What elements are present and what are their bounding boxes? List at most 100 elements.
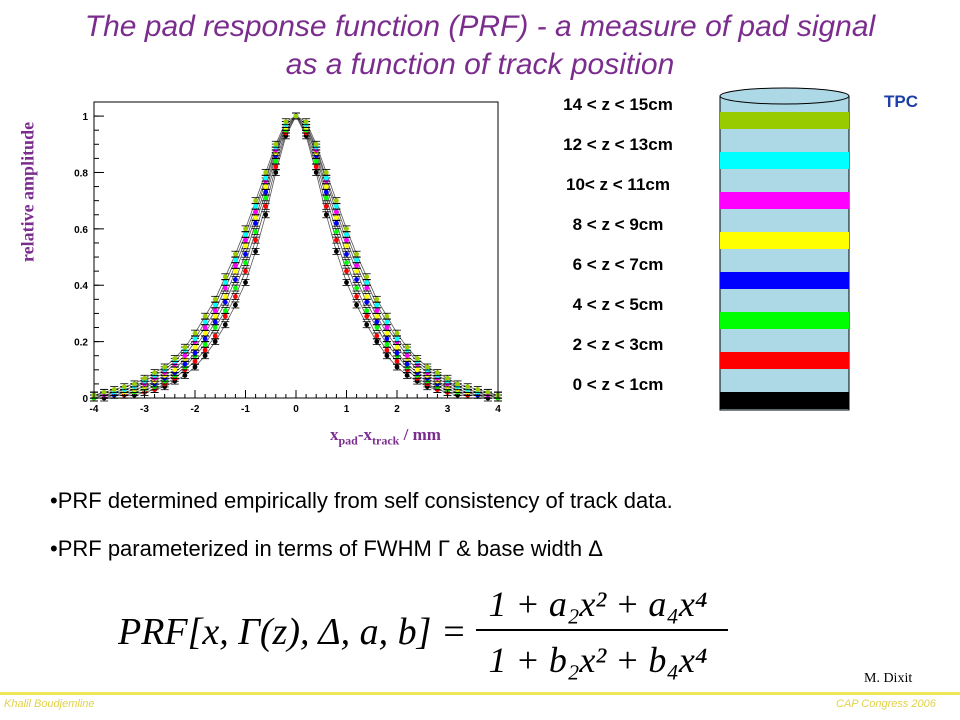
data-point [273, 158, 279, 164]
data-point [233, 294, 238, 299]
y-tick-label: 0.8 [74, 168, 88, 179]
data-point [404, 353, 410, 359]
data-point [323, 203, 329, 209]
data-point [222, 280, 228, 285]
data-point [445, 375, 450, 381]
data-point [253, 198, 258, 204]
data-point [334, 220, 339, 226]
data-point [233, 251, 238, 257]
x-tick-label: 1 [344, 404, 350, 415]
data-point [384, 336, 390, 342]
data-point [334, 237, 339, 243]
data-point [243, 268, 248, 274]
data-point [435, 370, 440, 376]
data-point [263, 184, 269, 189]
x-tick-label: -4 [90, 404, 99, 415]
z-range-label: 0 < z < 1cm [572, 375, 664, 394]
data-point [374, 339, 380, 345]
plot-background [80, 96, 508, 408]
data-point [182, 353, 188, 359]
z-range-label: 10< z < 11cm [566, 175, 670, 194]
data-point [212, 319, 218, 325]
data-point [323, 175, 329, 181]
data-point [233, 285, 238, 291]
data-point [414, 356, 420, 361]
data-point [374, 319, 380, 325]
data-point [344, 226, 349, 232]
data-point [404, 344, 410, 350]
data-point [354, 257, 359, 263]
data-point [263, 195, 269, 201]
data-point [192, 336, 198, 342]
data-point [334, 203, 339, 209]
y-tick-label: 1 [82, 112, 88, 123]
data-point [222, 274, 228, 280]
data-point [323, 195, 329, 201]
data-point [323, 212, 329, 218]
footer-divider [0, 692, 960, 695]
data-point [182, 344, 188, 350]
data-point [283, 119, 289, 125]
data-point [212, 308, 218, 314]
data-point [111, 387, 117, 392]
data-point [374, 296, 380, 302]
x-tick-label: 2 [394, 404, 400, 415]
axis-ticks: -4 -3 -2 -1 0 1 2 3 4 0 0.2 0.4 0.6 0.8 1 [74, 112, 501, 415]
z-range-label: 8 < z < 9cm [572, 215, 664, 234]
data-point [394, 330, 400, 336]
z-band-3 [720, 232, 849, 249]
data-point [364, 308, 370, 314]
data-point [475, 387, 481, 392]
x-axis-label: xpad-xtrack / mm [330, 425, 441, 448]
data-point [364, 285, 370, 291]
x-tick-label: -2 [191, 404, 200, 415]
footer-author: Khalil Boudjemline [4, 698, 95, 710]
data-point [253, 215, 258, 220]
z-band-2 [720, 192, 849, 209]
z-range-label: 2 < z < 3cm [572, 335, 664, 354]
data-point [202, 353, 208, 359]
data-point [334, 249, 339, 254]
formula-numerator: 1 + a₂x² + a₄x⁴ [489, 584, 708, 624]
data-point [233, 268, 238, 274]
data-point [142, 375, 147, 381]
data-point [374, 308, 380, 314]
z-band-4 [720, 272, 849, 289]
title-line-1: The pad response function (PRF) - a meas… [84, 10, 876, 43]
data-point [263, 175, 269, 181]
data-point [414, 367, 420, 373]
data-point [212, 313, 218, 319]
data-point [344, 243, 349, 249]
cylinder-top [719, 87, 850, 105]
x-tick-label: -3 [140, 404, 149, 415]
data-point [233, 302, 238, 308]
data-point [384, 325, 390, 330]
z-band-5 [720, 312, 849, 329]
data-point [404, 361, 410, 367]
data-point [263, 189, 269, 195]
data-point [465, 384, 471, 390]
data-point [182, 361, 188, 367]
x-tick-label: 4 [495, 404, 501, 415]
formula-lhs: PRF[x, Γ(z), Δ, a, b] = [118, 611, 467, 653]
data-point [192, 344, 198, 350]
tpc-cylinder [719, 87, 850, 411]
data-point [192, 350, 198, 356]
data-point [384, 342, 390, 347]
data-point [344, 260, 349, 266]
data-point [273, 141, 279, 147]
data-point [212, 302, 218, 308]
data-point [192, 358, 198, 364]
prf-markers [90, 112, 502, 402]
formula-denominator: 1 + b₂x² + b₄x⁴ [489, 640, 708, 680]
data-point [253, 220, 258, 226]
data-point [303, 119, 309, 125]
data-point [374, 333, 380, 339]
data-point [354, 302, 359, 308]
data-point [212, 296, 218, 302]
data-point [364, 313, 370, 319]
data-point [354, 285, 359, 291]
data-point [374, 302, 380, 308]
data-point [404, 373, 410, 378]
data-point [243, 251, 248, 257]
